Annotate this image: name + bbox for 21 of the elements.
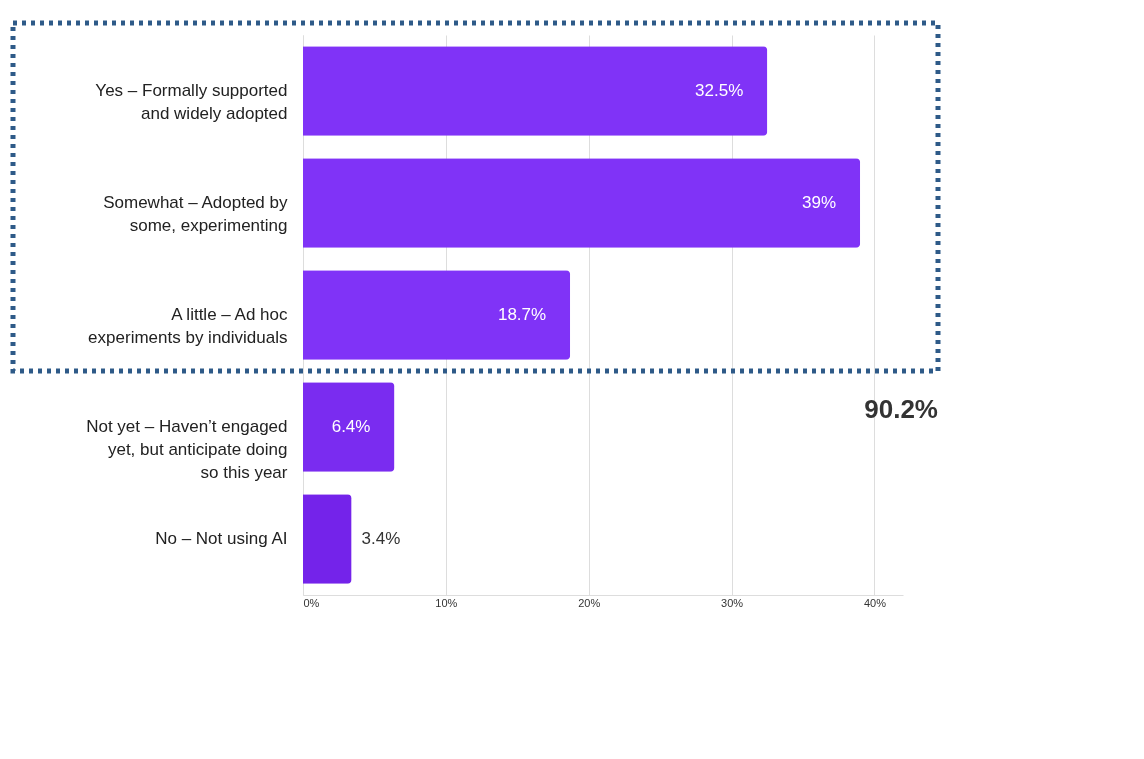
x-tick-label: 0% bbox=[303, 596, 320, 609]
y-tick-label: No – Not using AI bbox=[155, 529, 288, 548]
bar bbox=[303, 270, 571, 360]
bar bbox=[303, 382, 395, 472]
y-tick-label: Somewhat – Adopted by some, experimenting bbox=[103, 193, 288, 235]
data-label: 6.4% bbox=[331, 417, 371, 436]
bar bbox=[303, 494, 352, 584]
x-tick-label: 40% bbox=[863, 596, 887, 609]
data-label: 3.4% bbox=[361, 529, 401, 548]
data-label: 39% bbox=[802, 193, 837, 212]
y-tick-label: Yes – Formally supported and widely adopted bbox=[95, 81, 288, 123]
bar bbox=[303, 158, 861, 248]
data-label: 18.7% bbox=[497, 305, 547, 324]
x-tick-label: 10% bbox=[435, 596, 458, 609]
y-tick-label: Not yet – Haven’t engaged yet, but anticipate doing so this year bbox=[86, 417, 288, 482]
bar bbox=[303, 46, 768, 136]
x-tick-label: 30% bbox=[721, 596, 744, 609]
y-tick-label: A little – Ad hoc experiments by individuals bbox=[88, 305, 288, 347]
annotation: 90.2% bbox=[864, 394, 938, 425]
data-label: 32.5% bbox=[695, 81, 744, 100]
x-tick-label: 20% bbox=[578, 596, 601, 609]
